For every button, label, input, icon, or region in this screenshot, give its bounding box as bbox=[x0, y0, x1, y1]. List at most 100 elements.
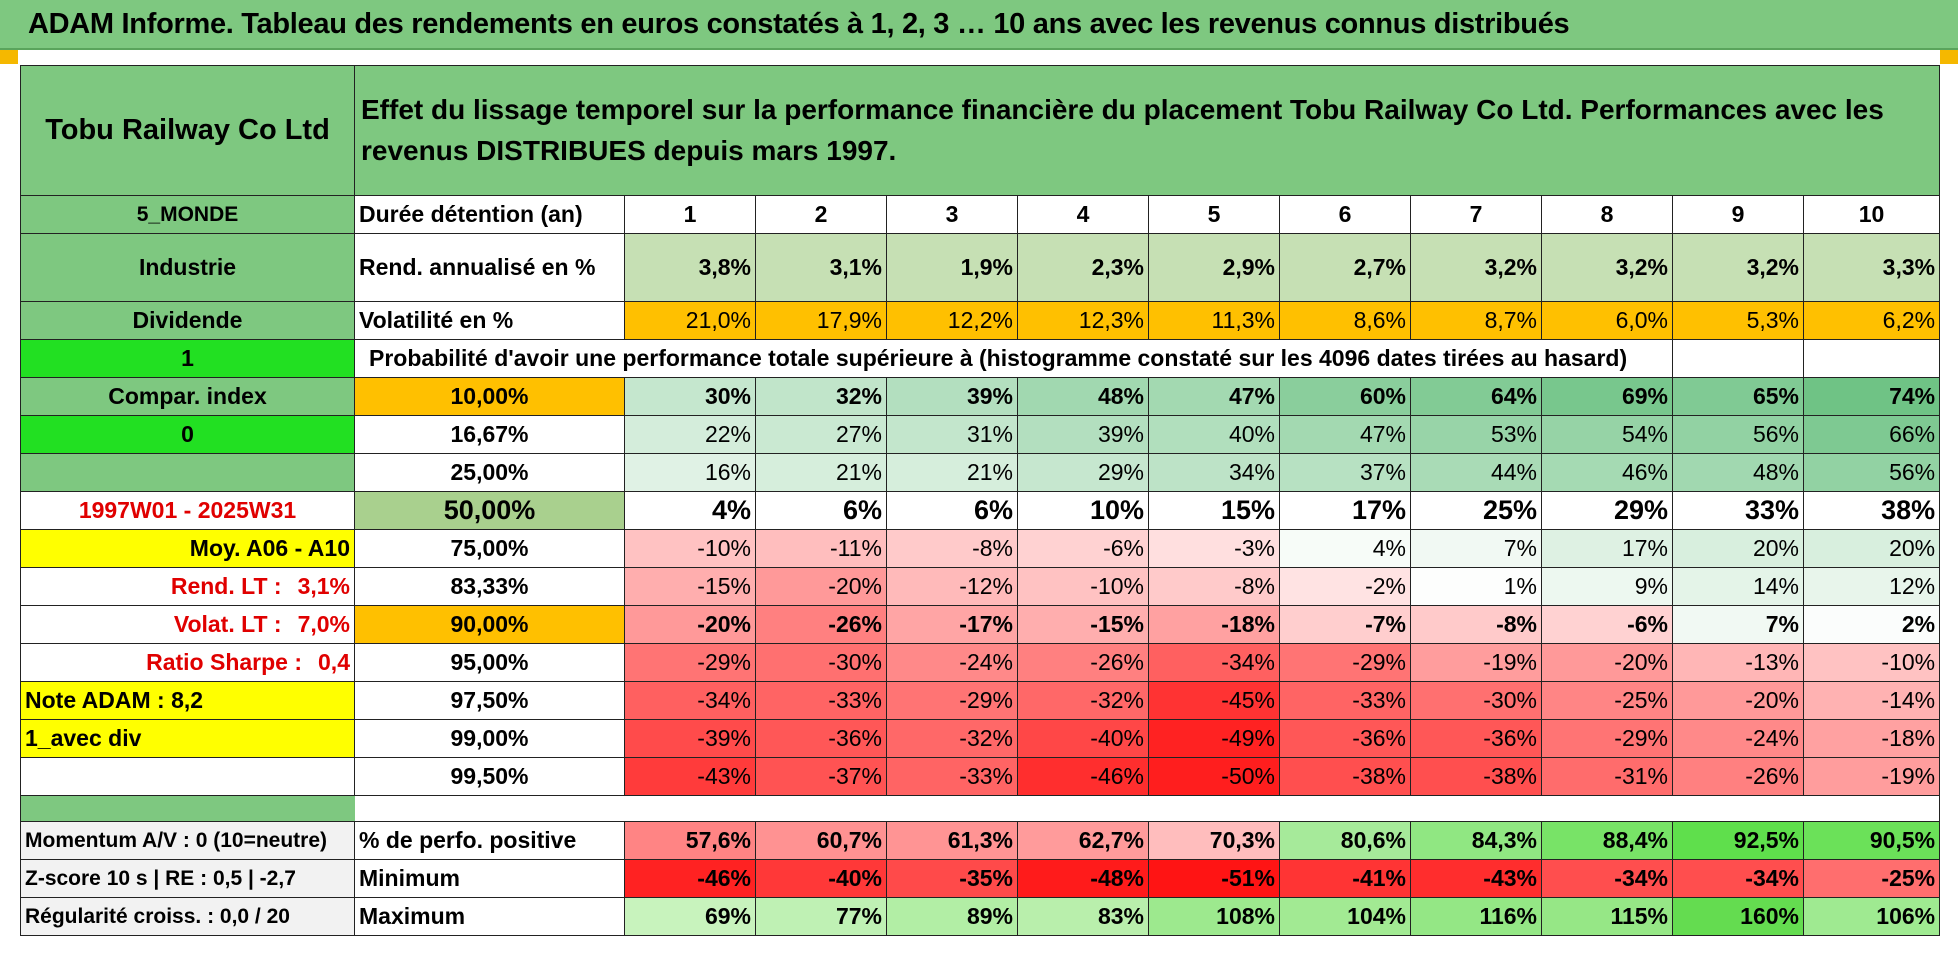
max-label: Maximum bbox=[354, 897, 625, 936]
prob-cell: -13% bbox=[1672, 643, 1804, 682]
prob-cell: 20% bbox=[1802, 529, 1941, 568]
prob-cell: 4% bbox=[624, 491, 756, 530]
prob-cell: -2% bbox=[1279, 567, 1411, 606]
rend-row: Industrie Rend. annualisé en % 3,8% 3,1%… bbox=[20, 233, 1941, 302]
flag-cell[interactable]: 0 bbox=[20, 415, 355, 454]
pos-cell: 61,3% bbox=[886, 821, 1018, 860]
prob-cell: 47% bbox=[1279, 415, 1411, 454]
prob-cell: -33% bbox=[1279, 681, 1411, 720]
rend-lt: Rend. LT : 3,1% bbox=[20, 567, 355, 606]
vol-cell: 17,9% bbox=[755, 301, 887, 340]
prob-cell: -20% bbox=[1541, 643, 1673, 682]
prob-cell: -18% bbox=[1148, 605, 1280, 644]
empty-cell bbox=[1672, 339, 1804, 378]
vol-cell: 8,6% bbox=[1279, 301, 1411, 340]
prob-cell: 66% bbox=[1802, 415, 1941, 454]
prob-cell: -20% bbox=[755, 567, 887, 606]
rend-cell: 3,3% bbox=[1802, 233, 1941, 302]
prob-cell: 32% bbox=[755, 377, 887, 416]
side-key: Ratio Sharpe : bbox=[146, 649, 303, 675]
prob-cell: -8% bbox=[886, 529, 1018, 568]
max-cell: 108% bbox=[1148, 897, 1280, 936]
rend-cell: 2,9% bbox=[1148, 233, 1280, 302]
prob-row: Compar. index 10,00% 30% 32% 39% 48% 47% 60% 64%… bbox=[20, 377, 1941, 416]
corner-marker bbox=[0, 50, 18, 64]
prob-cell: 4% bbox=[1279, 529, 1411, 568]
prob-cell: -26% bbox=[1672, 757, 1804, 796]
prob-cell: -3% bbox=[1148, 529, 1280, 568]
year-header: 2 bbox=[755, 195, 887, 234]
prob-cell: 56% bbox=[1802, 453, 1941, 492]
prob-cell: 64% bbox=[1410, 377, 1542, 416]
pos-row: Momentum A/V : 0 (10=neutre)% de perfo. … bbox=[20, 821, 1941, 860]
report-title: ADAM Informe. Tableau des rendements en … bbox=[28, 8, 1570, 40]
vol-cell: 6,2% bbox=[1802, 301, 1941, 340]
prob-cell: -11% bbox=[755, 529, 887, 568]
vol-cell: 11,3% bbox=[1148, 301, 1280, 340]
prob-cell: 31% bbox=[886, 415, 1018, 454]
prob-cell: 15% bbox=[1148, 491, 1280, 530]
prob-row: 0 16,67% 22% 27% 31% 39% 40% 47% 53% 54% 56% 66% bbox=[20, 415, 1941, 454]
min-cell: -34% bbox=[1672, 859, 1804, 898]
prob-cell: -20% bbox=[624, 605, 756, 644]
prob-cell: 16% bbox=[624, 453, 756, 492]
min-cell: -46% bbox=[624, 859, 756, 898]
prob-cell: -19% bbox=[1410, 643, 1542, 682]
prob-cell: 9% bbox=[1541, 567, 1673, 606]
vol-label: Volatilité en % bbox=[354, 301, 625, 340]
prob-cell: 37% bbox=[1279, 453, 1411, 492]
rend-label: Rend. annualisé en % bbox=[354, 233, 625, 302]
flag-cell[interactable]: 1 bbox=[20, 339, 355, 378]
prob-cell: 65% bbox=[1672, 377, 1804, 416]
prob-cell: 2% bbox=[1802, 605, 1941, 644]
side-key: Volat. LT : bbox=[173, 611, 282, 637]
min-row: Z-score 10 s | RE : 0,5 | -2,7 Minimum -46… bbox=[20, 859, 1941, 898]
prob-cell: -12% bbox=[886, 567, 1018, 606]
prob-row: 1997W01 - 2025W31 50,00% 4% 6% 6% 10% 15% 17% 25… bbox=[20, 491, 1941, 530]
prob-cell: 6% bbox=[755, 491, 887, 530]
prob-cell: -31% bbox=[1541, 757, 1673, 796]
corner-marker bbox=[1940, 50, 1958, 64]
moy-label: Moy. A06 - A10 bbox=[20, 529, 355, 568]
prob-threshold: 25,00% bbox=[354, 453, 625, 492]
prob-threshold: 95,00% bbox=[354, 643, 625, 682]
prob-cell: 30% bbox=[624, 377, 756, 416]
prob-cell: -33% bbox=[886, 757, 1018, 796]
prob-cell: -8% bbox=[1410, 605, 1542, 644]
period-label: 1997W01 - 2025W31 bbox=[20, 491, 355, 530]
avec-div-label: 1_avec div bbox=[20, 719, 355, 758]
prob-cell: -33% bbox=[755, 681, 887, 720]
prob-cell: -49% bbox=[1148, 719, 1280, 758]
empty-cell bbox=[1802, 339, 1941, 378]
prob-cell: 27% bbox=[755, 415, 887, 454]
sector-label: Industrie bbox=[20, 233, 355, 302]
max-row: Régularité croiss. : 0,0 / 20 Maximum 69% 7… bbox=[20, 897, 1941, 936]
prob-cell: -34% bbox=[1148, 643, 1280, 682]
prob-cell: 29% bbox=[1017, 453, 1149, 492]
max-cell: 115% bbox=[1541, 897, 1673, 936]
max-cell: 89% bbox=[886, 897, 1018, 936]
prob-cell: -18% bbox=[1802, 719, 1941, 758]
prob-cell: 44% bbox=[1410, 453, 1542, 492]
prob-cell: -29% bbox=[624, 643, 756, 682]
prob-cell: 34% bbox=[1148, 453, 1280, 492]
prob-cell: 29% bbox=[1541, 491, 1673, 530]
rend-cell: 2,3% bbox=[1017, 233, 1149, 302]
prob-cell: 10% bbox=[1017, 491, 1149, 530]
prob-cell: 14% bbox=[1672, 567, 1804, 606]
rend-cell: 3,2% bbox=[1410, 233, 1542, 302]
prob-cell: 1% bbox=[1410, 567, 1542, 606]
min-cell: -40% bbox=[755, 859, 887, 898]
prob-threshold: 99,50% bbox=[354, 757, 625, 796]
max-cell: 69% bbox=[624, 897, 756, 936]
pos-cell: 88,4% bbox=[1541, 821, 1673, 860]
prob-cell: -26% bbox=[755, 605, 887, 644]
prob-cell: 12% bbox=[1802, 567, 1941, 606]
prob-cell: -25% bbox=[1541, 681, 1673, 720]
prob-row: Rend. LT : 3,1% 83,33% -15% -20% -12% -10% -8% -… bbox=[20, 567, 1941, 606]
prob-threshold: 10,00% bbox=[354, 377, 625, 416]
prob-cell: -39% bbox=[624, 719, 756, 758]
company-name: Tobu Railway Co Ltd bbox=[20, 65, 355, 196]
prob-row: 99,50% -43% -37% -33% -46% -50% -38% -38% -31% -2… bbox=[20, 757, 1941, 796]
prob-cell: 20% bbox=[1672, 529, 1804, 568]
